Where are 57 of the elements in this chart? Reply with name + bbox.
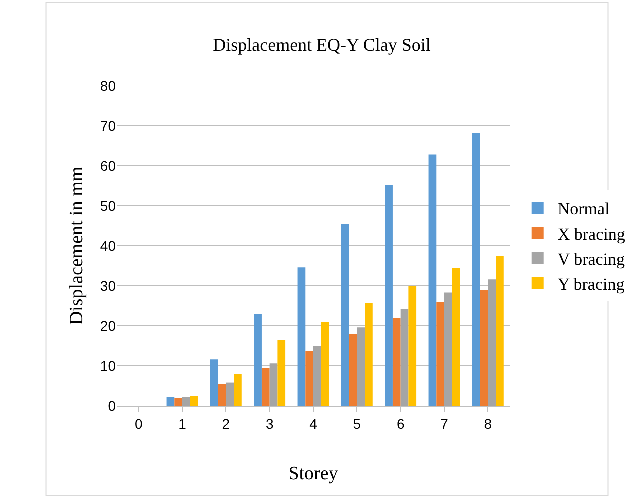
bar — [218, 384, 226, 406]
x-axis-title: Storey — [288, 464, 339, 485]
bar — [400, 309, 409, 406]
bar — [321, 322, 330, 406]
bar — [210, 360, 218, 406]
bar — [408, 286, 417, 406]
y-tick-label: 10 — [100, 358, 116, 374]
y-tick-label: 0 — [108, 398, 116, 414]
y-tick-label: 50 — [100, 198, 116, 214]
bar — [392, 318, 401, 406]
bar — [444, 292, 452, 406]
x-tick-label: 4 — [310, 416, 318, 432]
y-tick-label: 30 — [100, 278, 116, 294]
bar — [306, 351, 314, 406]
bar — [496, 256, 504, 406]
bar — [452, 268, 460, 406]
bar — [174, 398, 182, 406]
chart-title: Displacement EQ-Y Clay Soil — [213, 35, 431, 56]
bar — [314, 346, 322, 406]
y-axis-title: Displacement in mm — [66, 166, 88, 326]
bar — [182, 397, 190, 406]
y-tick-label: 40 — [100, 238, 116, 254]
bar — [357, 328, 366, 406]
bar — [428, 154, 437, 406]
x-tick-label: 1 — [178, 416, 187, 432]
bar — [226, 382, 234, 406]
bar — [262, 368, 270, 406]
y-tick-label: 20 — [100, 318, 116, 334]
bar — [488, 280, 496, 406]
x-tick-label: 5 — [353, 416, 362, 432]
bar — [436, 302, 444, 406]
x-tick-label: 6 — [396, 416, 405, 432]
legend-label: V bracing — [558, 250, 626, 269]
bar — [166, 397, 175, 406]
x-tick-label: 2 — [222, 416, 230, 432]
x-tick-label: 0 — [134, 416, 143, 432]
y-tick-label: 60 — [100, 158, 116, 174]
bar — [270, 364, 278, 406]
x-tick-label: 8 — [484, 416, 492, 432]
bar — [365, 303, 373, 406]
bar — [341, 224, 350, 406]
bar — [254, 314, 262, 406]
bar — [349, 334, 358, 406]
legend-label: Normal — [558, 200, 610, 219]
bar — [298, 268, 306, 406]
y-tick-label: 70 — [100, 118, 116, 134]
bar — [480, 290, 488, 406]
bar — [234, 374, 242, 406]
bar — [278, 340, 286, 406]
bar — [190, 396, 198, 406]
x-tick-label: 7 — [440, 416, 449, 432]
bar — [472, 133, 480, 406]
y-tick-label: 80 — [100, 78, 116, 94]
legend-label: Y bracing — [558, 274, 626, 294]
bar — [385, 185, 393, 406]
legend-label: X bracing — [558, 224, 626, 244]
x-tick-label: 3 — [266, 416, 274, 432]
